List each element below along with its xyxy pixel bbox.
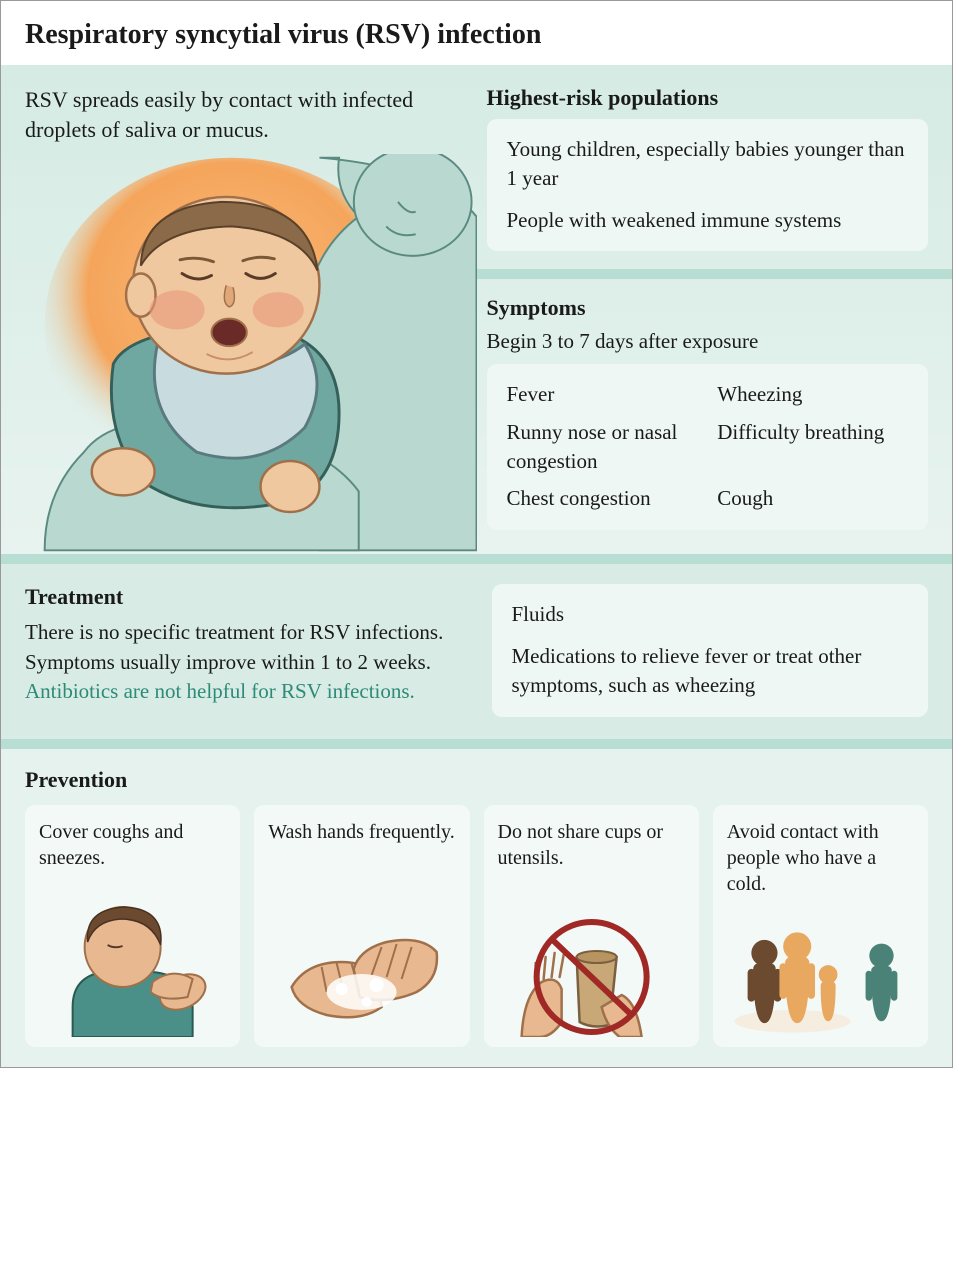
symptoms-section: Symptoms Begin 3 to 7 days after exposur… xyxy=(487,279,929,550)
highrisk-section: Highest-risk populations Young children,… xyxy=(487,85,929,251)
highrisk-item: People with weakened immune systems xyxy=(507,206,909,235)
symptom-item: Difficulty breathing xyxy=(717,418,908,477)
intro-text: RSV spreads easily by contact with infec… xyxy=(25,85,477,144)
baby-illustration xyxy=(25,154,477,554)
prevention-card: Do not share cups or utensils. xyxy=(484,805,699,1047)
prevention-card: Avoid contact with people who have a col… xyxy=(713,805,928,1047)
highrisk-box: Young children, especially babies younge… xyxy=(487,119,929,251)
treatment-item: Medications to relieve fever or treat ot… xyxy=(512,642,909,701)
divider xyxy=(1,554,952,564)
treatment-right: Fluids Medications to relieve fever or t… xyxy=(492,584,929,716)
infographic-container: Respiratory syncytial virus (RSV) infect… xyxy=(0,0,953,1068)
no-share-icon xyxy=(498,897,685,1037)
prevention-text: Avoid contact with people who have a col… xyxy=(727,819,914,897)
treatment-left: Treatment There is no specific treatment… xyxy=(25,584,462,716)
treatment-highlight: Antibiotics are not helpful for RSV infe… xyxy=(25,679,415,703)
symptom-item: Wheezing xyxy=(717,380,908,409)
treatment-plain: There is no specific treatment for RSV i… xyxy=(25,620,443,673)
highrisk-item: Young children, especially babies younge… xyxy=(507,135,909,194)
wash-hands-icon xyxy=(268,897,455,1037)
prevention-card: Cover coughs and sneezes. xyxy=(25,805,240,1047)
symptoms-heading: Symptoms xyxy=(487,295,929,321)
divider xyxy=(1,739,952,749)
right-column: Highest-risk populations Young children,… xyxy=(477,85,929,554)
treatment-section: Treatment There is no specific treatment… xyxy=(1,564,952,738)
treatment-box: Fluids Medications to relieve fever or t… xyxy=(492,584,929,716)
prevention-text: Do not share cups or utensils. xyxy=(498,819,685,897)
cover-cough-icon xyxy=(39,897,226,1037)
title-bar: Respiratory syncytial virus (RSV) infect… xyxy=(1,1,952,65)
intro-column: RSV spreads easily by contact with infec… xyxy=(25,85,477,554)
treatment-heading: Treatment xyxy=(25,584,462,610)
highrisk-heading: Highest-risk populations xyxy=(487,85,929,111)
symptom-item: Chest congestion xyxy=(507,484,698,513)
symptom-item: Cough xyxy=(717,484,908,513)
divider xyxy=(477,269,953,279)
prevention-card: Wash hands frequently. xyxy=(254,805,469,1047)
symptoms-sub: Begin 3 to 7 days after exposure xyxy=(487,329,929,354)
prevention-heading: Prevention xyxy=(25,767,928,793)
avoid-contact-icon xyxy=(727,897,914,1037)
prevention-text: Cover coughs and sneezes. xyxy=(39,819,226,897)
prevention-section: Prevention Cover coughs and sneezes. W xyxy=(1,749,952,1067)
symptoms-box: Fever Wheezing Runny nose or nasal conge… xyxy=(487,364,929,530)
page-title: Respiratory syncytial virus (RSV) infect… xyxy=(25,19,928,51)
treatment-item: Fluids xyxy=(512,600,909,629)
prevention-grid: Cover coughs and sneezes. Wash hands fre… xyxy=(25,805,928,1047)
symptom-item: Fever xyxy=(507,380,698,409)
treatment-text: There is no specific treatment for RSV i… xyxy=(25,618,462,706)
symptom-item: Runny nose or nasal congestion xyxy=(507,418,698,477)
top-section: RSV spreads easily by contact with infec… xyxy=(1,65,952,554)
prevention-text: Wash hands frequently. xyxy=(268,819,455,897)
